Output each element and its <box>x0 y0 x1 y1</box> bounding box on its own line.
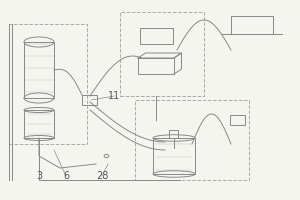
Text: 6: 6 <box>63 171 69 181</box>
Bar <box>120 12 204 96</box>
Bar <box>153 138 195 174</box>
Bar <box>169 130 178 138</box>
Bar <box>24 110 54 138</box>
Bar <box>230 115 244 125</box>
Text: 28: 28 <box>96 171 108 181</box>
Bar <box>135 100 249 180</box>
Bar <box>24 42 54 98</box>
Text: 3: 3 <box>36 171 42 181</box>
Bar <box>9 24 87 144</box>
Text: 11: 11 <box>108 91 120 101</box>
Bar <box>140 28 172 44</box>
Bar <box>82 95 98 105</box>
Bar <box>138 58 174 74</box>
